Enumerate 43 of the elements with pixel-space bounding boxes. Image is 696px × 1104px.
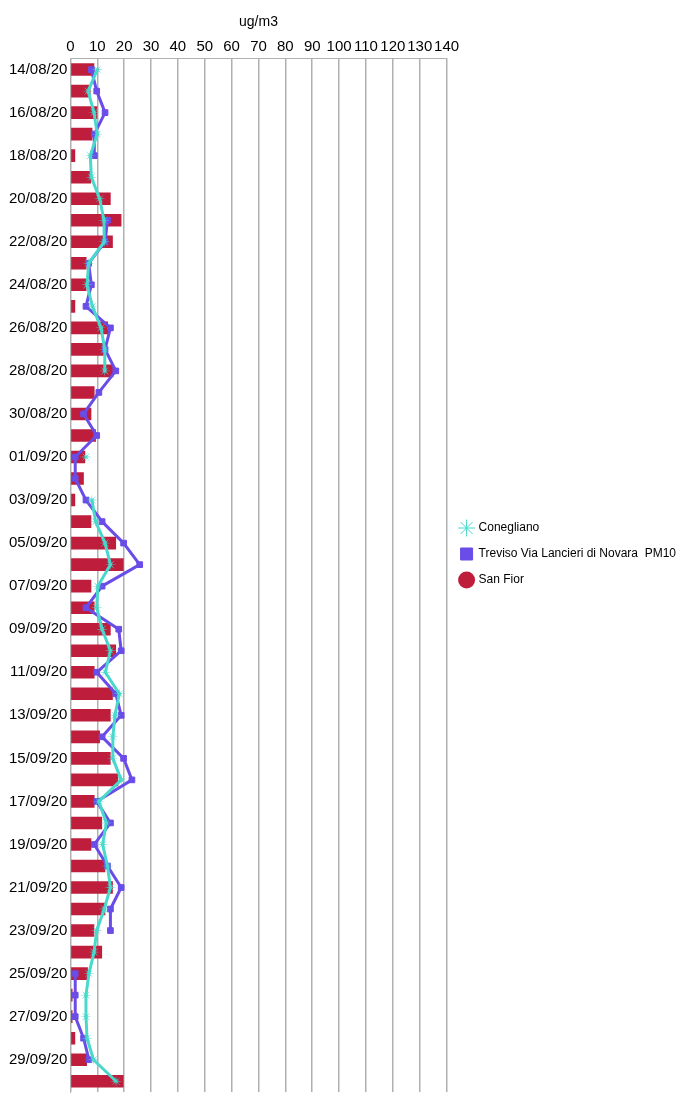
y-tick-label: 05/09/20 <box>9 533 68 551</box>
y-tick-label: 14/08/20 <box>9 59 68 77</box>
y-tick-label: 27/09/20 <box>9 1006 68 1024</box>
legend-label: Conegliano <box>478 520 540 535</box>
x-tick-label: 120 <box>380 36 406 54</box>
y-tick-label: 18/08/20 <box>9 145 68 163</box>
y-tick-label: 11/09/20 <box>10 662 68 680</box>
y-tick-label: 16/08/20 <box>9 102 68 120</box>
y-tick-label: 03/09/20 <box>9 490 68 508</box>
x-tick-label: 10 <box>88 36 106 54</box>
y-tick-label: 28/08/20 <box>9 361 68 379</box>
y-tick-label: 30/08/20 <box>9 404 68 422</box>
y-tick-label: 13/09/20 <box>9 705 68 723</box>
y-tick-label: 22/08/20 <box>9 231 68 249</box>
x-tick-label: 130 <box>407 36 433 54</box>
y-tick-label: 01/09/20 <box>9 447 68 465</box>
y-tick-label: 20/08/20 <box>9 188 68 206</box>
legend-label: Treviso Via Lancieri di Novara PM10 <box>478 546 677 561</box>
x-tick-label: 30 <box>142 36 160 54</box>
y-tick-label: 21/09/20 <box>9 877 68 895</box>
x-tick-label: 90 <box>303 36 321 54</box>
y-tick-label: 29/09/20 <box>9 1049 68 1067</box>
x-tick-label: 20 <box>115 36 133 54</box>
x-tick-label: 60 <box>223 36 240 54</box>
legend-label: San Fior <box>478 572 524 587</box>
y-tick-label: 17/09/20 <box>9 791 68 809</box>
y-tick-label: 23/09/20 <box>9 920 68 938</box>
y-tick-label: 19/09/20 <box>9 834 68 852</box>
y-tick-label: 26/08/20 <box>9 318 68 335</box>
y-tick-label: 07/09/20 <box>9 576 68 594</box>
x-axis-title: ug/m3 <box>239 13 279 30</box>
y-tick-label: 09/09/20 <box>9 619 68 637</box>
x-tick-label: 100 <box>326 36 352 54</box>
y-tick-label: 25/09/20 <box>9 963 68 981</box>
x-tick-label: 80 <box>277 36 294 54</box>
x-tick-label: 50 <box>196 36 214 54</box>
y-tick-label: 15/09/20 <box>9 748 68 766</box>
x-tick-label: 40 <box>169 36 187 54</box>
x-tick-label: 140 <box>434 36 460 54</box>
y-tick-label: 24/08/20 <box>9 274 68 292</box>
x-tick-label: 110 <box>354 36 378 54</box>
x-tick-label: 0 <box>66 36 75 54</box>
x-tick-label: 70 <box>250 36 267 54</box>
